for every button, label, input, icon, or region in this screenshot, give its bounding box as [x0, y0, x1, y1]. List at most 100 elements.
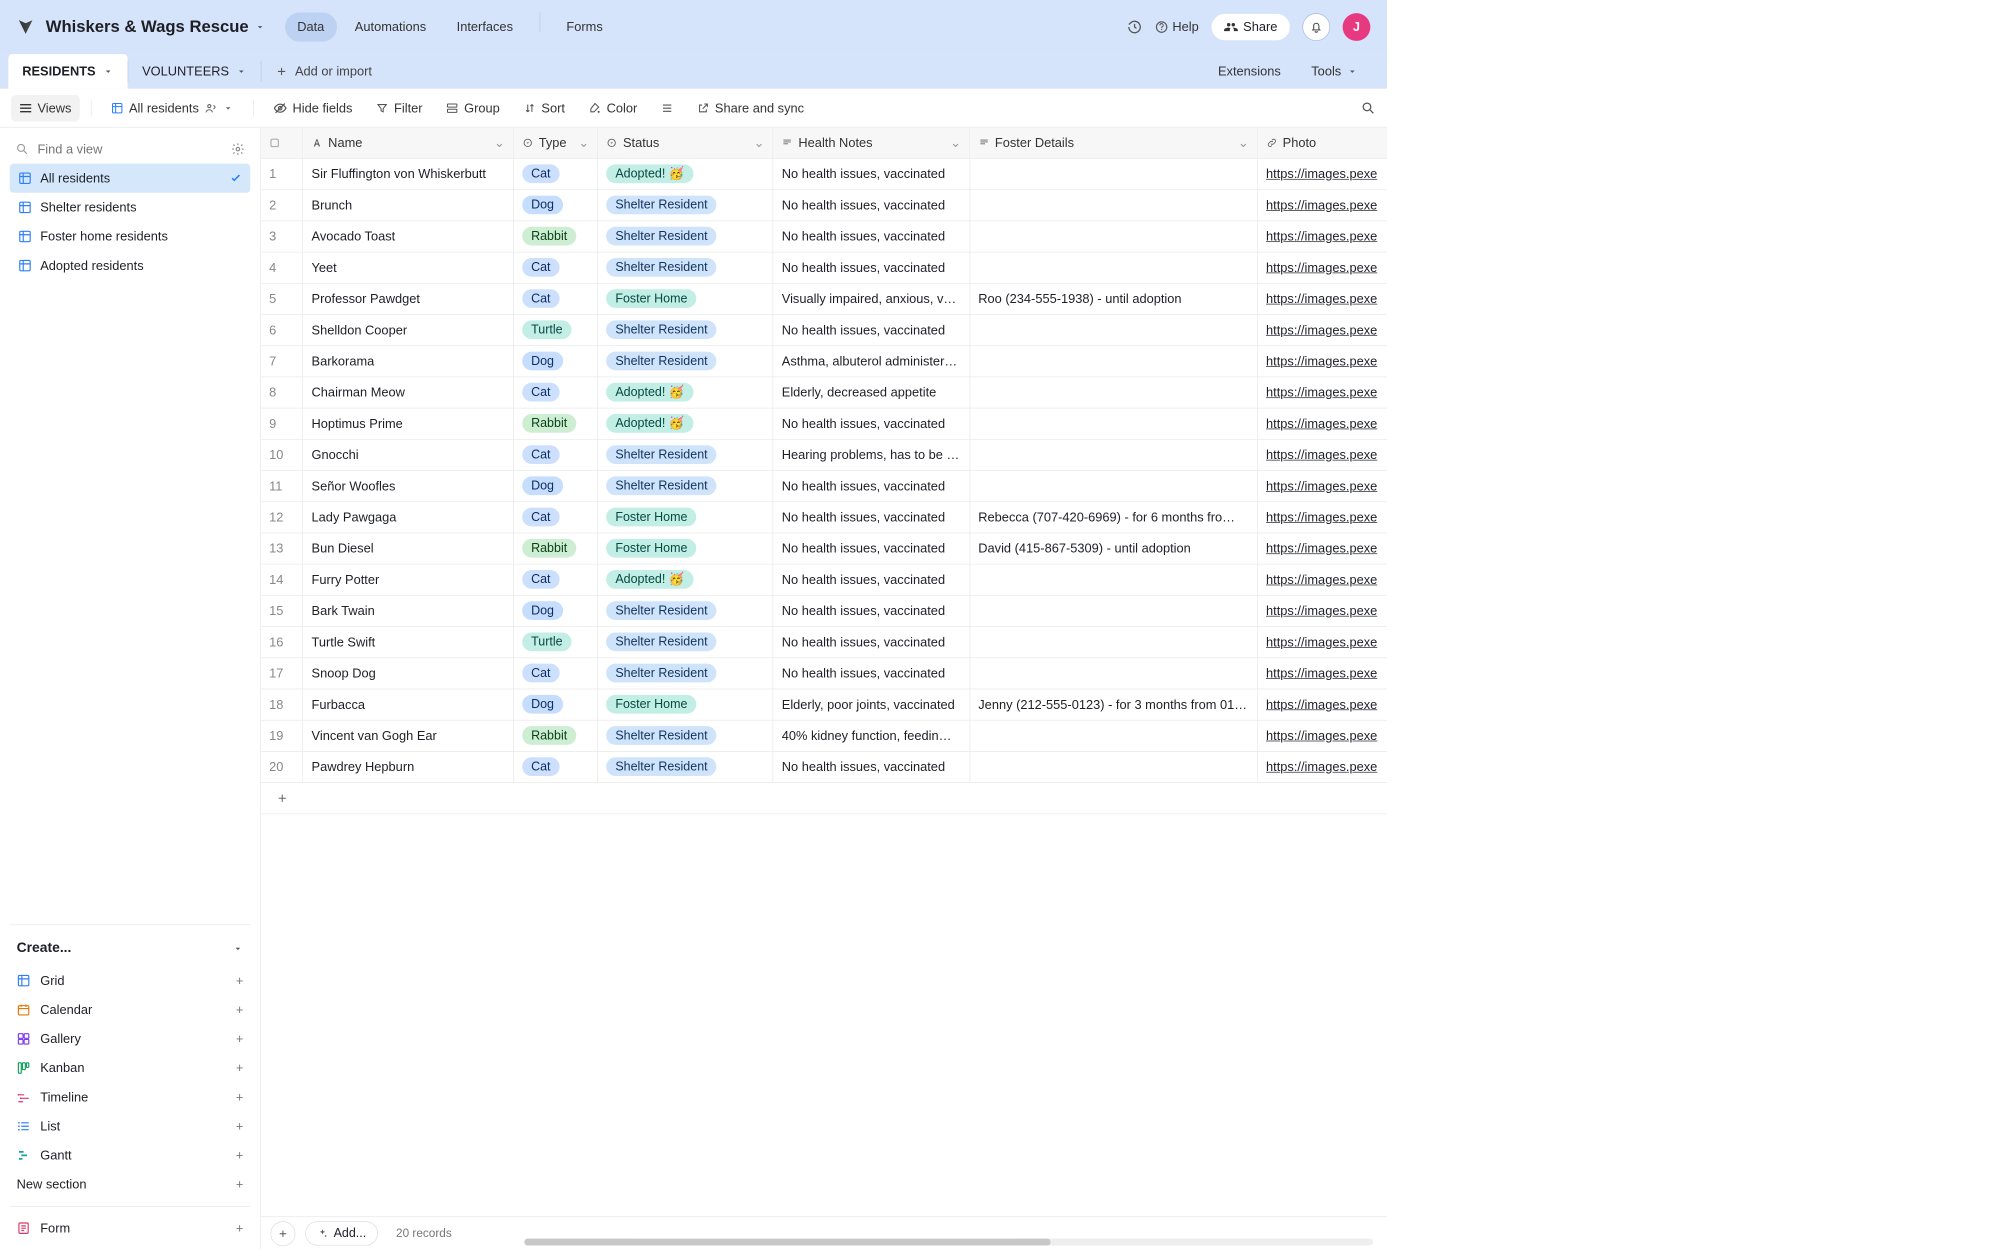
- cell-foster[interactable]: [970, 221, 1258, 252]
- cell-health[interactable]: No health issues, vaccinated: [773, 564, 970, 595]
- create-kanban-button[interactable]: Kanban+: [10, 1054, 251, 1083]
- cell-foster[interactable]: [970, 439, 1258, 470]
- table-row[interactable]: 1Sir Fluffington von WhiskerbuttCatAdopt…: [261, 158, 1387, 189]
- cell-health[interactable]: No health issues, vaccinated: [773, 533, 970, 564]
- photo-link[interactable]: https://images.pexe: [1266, 509, 1377, 524]
- cell-foster[interactable]: [970, 189, 1258, 220]
- help-link[interactable]: Help: [1154, 19, 1198, 34]
- cell-foster[interactable]: [970, 751, 1258, 782]
- cell-status[interactable]: Foster Home: [598, 283, 773, 314]
- row-height-button[interactable]: [652, 96, 681, 120]
- cell-foster[interactable]: Rebecca (707-420-6969) - for 6 months fr…: [970, 501, 1258, 532]
- create-form-button[interactable]: Form +: [10, 1214, 251, 1243]
- cell-type[interactable]: Cat: [513, 158, 597, 189]
- new-section-button[interactable]: New section +: [10, 1170, 251, 1199]
- add-menu-button[interactable]: Add...: [305, 1222, 378, 1246]
- photo-link[interactable]: https://images.pexe: [1266, 572, 1377, 587]
- cell-foster[interactable]: [970, 314, 1258, 345]
- cell-foster[interactable]: [970, 408, 1258, 439]
- cell-photo[interactable]: https://images.pexe: [1257, 689, 1387, 720]
- cell-health[interactable]: No health issues, vaccinated: [773, 221, 970, 252]
- photo-link[interactable]: https://images.pexe: [1266, 603, 1377, 618]
- view-item[interactable]: Adopted residents: [10, 251, 251, 280]
- cell-type[interactable]: Rabbit: [513, 533, 597, 564]
- table-row[interactable]: 3Avocado ToastRabbitShelter ResidentNo h…: [261, 221, 1387, 252]
- cell-type[interactable]: Dog: [513, 189, 597, 220]
- search-button[interactable]: [1361, 100, 1376, 115]
- cell-type[interactable]: Cat: [513, 657, 597, 688]
- cell-photo[interactable]: https://images.pexe: [1257, 314, 1387, 345]
- create-calendar-button[interactable]: Calendar+: [10, 995, 251, 1024]
- cell-status[interactable]: Shelter Resident: [598, 751, 773, 782]
- photo-link[interactable]: https://images.pexe: [1266, 291, 1377, 306]
- cell-photo[interactable]: https://images.pexe: [1257, 408, 1387, 439]
- cell-status[interactable]: Shelter Resident: [598, 657, 773, 688]
- cell-photo[interactable]: https://images.pexe: [1257, 283, 1387, 314]
- cell-status[interactable]: Adopted! 🥳: [598, 158, 773, 189]
- table-row[interactable]: 14Furry PotterCatAdopted! 🥳No health iss…: [261, 564, 1387, 595]
- table-row[interactable]: 10GnocchiCatShelter ResidentHearing prob…: [261, 439, 1387, 470]
- cell-photo[interactable]: https://images.pexe: [1257, 533, 1387, 564]
- nav-tab-data[interactable]: Data: [285, 12, 337, 41]
- view-item[interactable]: All residents: [10, 164, 251, 193]
- cell-name[interactable]: Barkorama: [303, 345, 514, 376]
- cell-type[interactable]: Dog: [513, 689, 597, 720]
- column-header-health[interactable]: Health Notes⌄: [773, 128, 970, 159]
- cell-name[interactable]: Avocado Toast: [303, 221, 514, 252]
- select-all-header[interactable]: [261, 128, 303, 159]
- column-header-name[interactable]: Name⌄: [303, 128, 514, 159]
- photo-link[interactable]: https://images.pexe: [1266, 260, 1377, 275]
- view-item[interactable]: Shelter residents: [10, 193, 251, 222]
- cell-foster[interactable]: [970, 564, 1258, 595]
- cell-type[interactable]: Rabbit: [513, 720, 597, 751]
- cell-status[interactable]: Shelter Resident: [598, 470, 773, 501]
- table-tab-residents[interactable]: RESIDENTS: [8, 54, 127, 89]
- table-row[interactable]: 11Señor WooflesDogShelter ResidentNo hea…: [261, 470, 1387, 501]
- view-settings-button[interactable]: [231, 142, 245, 156]
- photo-link[interactable]: https://images.pexe: [1266, 478, 1377, 493]
- photo-link[interactable]: https://images.pexe: [1266, 728, 1377, 743]
- cell-health[interactable]: No health issues, vaccinated: [773, 314, 970, 345]
- cell-status[interactable]: Shelter Resident: [598, 439, 773, 470]
- photo-link[interactable]: https://images.pexe: [1266, 697, 1377, 712]
- chevron-down-icon[interactable]: [103, 66, 114, 77]
- cell-foster[interactable]: [970, 252, 1258, 283]
- cell-photo[interactable]: https://images.pexe: [1257, 751, 1387, 782]
- cell-name[interactable]: Snoop Dog: [303, 657, 514, 688]
- add-record-round-button[interactable]: [270, 1221, 295, 1246]
- cell-status[interactable]: Shelter Resident: [598, 720, 773, 751]
- cell-name[interactable]: Bun Diesel: [303, 533, 514, 564]
- cell-type[interactable]: Rabbit: [513, 221, 597, 252]
- create-gantt-button[interactable]: Gantt+: [10, 1141, 251, 1170]
- cell-name[interactable]: Professor Pawdget: [303, 283, 514, 314]
- photo-link[interactable]: https://images.pexe: [1266, 353, 1377, 368]
- cell-health[interactable]: No health issues, vaccinated: [773, 408, 970, 439]
- photo-link[interactable]: https://images.pexe: [1266, 665, 1377, 680]
- photo-link[interactable]: https://images.pexe: [1266, 759, 1377, 774]
- cell-status[interactable]: Shelter Resident: [598, 626, 773, 657]
- cell-photo[interactable]: https://images.pexe: [1257, 345, 1387, 376]
- cell-photo[interactable]: https://images.pexe: [1257, 439, 1387, 470]
- base-title[interactable]: Whiskers & Wags Rescue: [46, 17, 249, 36]
- group-button[interactable]: Group: [438, 95, 508, 121]
- find-view-input[interactable]: [37, 141, 222, 156]
- cell-photo[interactable]: https://images.pexe: [1257, 626, 1387, 657]
- chevron-down-icon[interactable]: [254, 21, 265, 32]
- table-row[interactable]: 2BrunchDogShelter ResidentNo health issu…: [261, 189, 1387, 220]
- views-button[interactable]: Views: [11, 95, 80, 121]
- extensions-link[interactable]: Extensions: [1203, 64, 1296, 79]
- notifications-button[interactable]: [1302, 13, 1330, 41]
- cell-health[interactable]: Hearing problems, has to be …: [773, 439, 970, 470]
- cell-status[interactable]: Adopted! 🥳: [598, 377, 773, 408]
- column-header-status[interactable]: Status⌄: [598, 128, 773, 159]
- cell-type[interactable]: Cat: [513, 751, 597, 782]
- cell-status[interactable]: Foster Home: [598, 533, 773, 564]
- cell-health[interactable]: No health issues, vaccinated: [773, 751, 970, 782]
- column-header-foster[interactable]: Foster Details⌄: [970, 128, 1258, 159]
- cell-photo[interactable]: https://images.pexe: [1257, 252, 1387, 283]
- cell-photo[interactable]: https://images.pexe: [1257, 720, 1387, 751]
- cell-health[interactable]: No health issues, vaccinated: [773, 189, 970, 220]
- filter-button[interactable]: Filter: [368, 95, 431, 121]
- cell-name[interactable]: Lady Pawgaga: [303, 501, 514, 532]
- table-row[interactable]: 13Bun DieselRabbitFoster HomeNo health i…: [261, 533, 1387, 564]
